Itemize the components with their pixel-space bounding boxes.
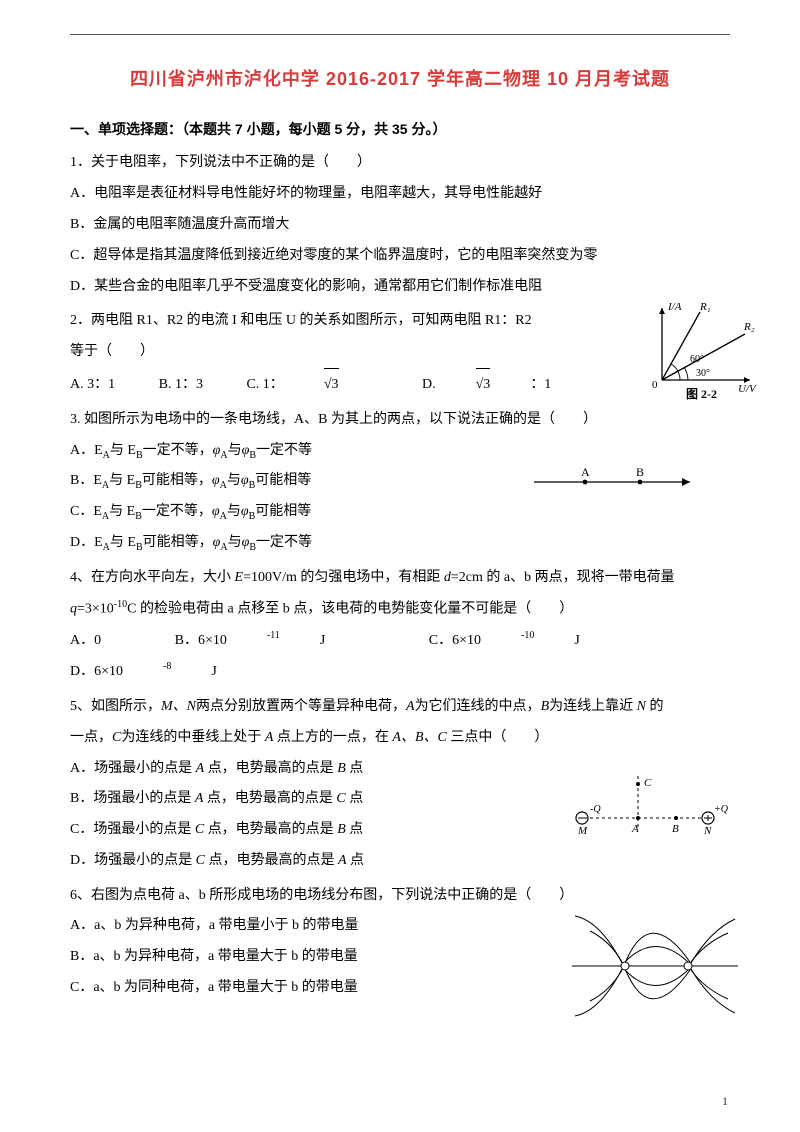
question-3: 3. 如图所示为电场中的一条电场线，A、B 为其上的两点，以下说法正确的是（ ）… [70, 405, 730, 559]
q2-options: A. 3：1 B. 1：3 C. 1：√3 D. √3：1 [70, 368, 730, 401]
svg-text:B: B [672, 823, 679, 835]
q4-opt-b: B．6×10-11J [175, 625, 366, 656]
q2-fig-axis-v: I/A [667, 301, 682, 313]
q1-opt-d: D．某些合金的电阻率几乎不受温度变化的影响，通常都用它们制作标准电阻 [70, 272, 730, 303]
q3-fig-b: B [636, 466, 644, 479]
q2-opt-d: D. √3：1 [422, 368, 591, 401]
exam-title: 四川省泸州市泸化中学 2016-2017 学年高二物理 10 月月考试题 [70, 60, 730, 100]
q3-opt-b: B．EA与 EB可能相等，φA与φB可能相等 A B [70, 466, 730, 497]
q3-figure: A B [530, 466, 700, 505]
q2-fig-angle60: 60° [690, 354, 704, 365]
svg-text:M: M [577, 825, 588, 837]
q2-stem-a: 2．两电阻 R1、R2 的电流 I 和电压 U 的关系如图所示，可知两电阻 R1… [70, 306, 730, 337]
q2-stem-b: 等于（ ） [70, 337, 730, 368]
svg-text:+Q: +Q [714, 804, 729, 815]
question-6: 6、右图为点电荷 a、b 所形成电场的电场线分布图，下列说法中正确的是（ ） A… [70, 881, 730, 1004]
q6-figure [570, 911, 740, 1021]
svg-text:C: C [644, 777, 652, 789]
q4-opt-a: A．0 [70, 626, 101, 657]
svg-text:-Q: -Q [590, 804, 601, 815]
q2-fig-origin: 0 [652, 379, 658, 391]
q1-opt-b: B．金属的电阻率随温度升高而增大 [70, 210, 730, 241]
q2-fig-r2: R₂ [743, 321, 755, 333]
q2-opt-b: B. 1：3 [159, 370, 203, 401]
question-2: 2．两电阻 R1、R2 的电流 I 和电压 U 的关系如图所示，可知两电阻 R1… [70, 306, 730, 400]
q5-stem-1: 5、如图所示，M、N两点分别放置两个等量异种电荷，A为它们连线的中点，B为连线上… [70, 692, 730, 723]
q4-stem-1: 4、在方向水平向左，大小 E=100V/m 的匀强电场中，有相距 d=2cm 的… [70, 563, 730, 594]
q1-opt-a: A．电阻率是表征材料导电性能好坏的物理量，电阻率越大，其导电性能越好 [70, 179, 730, 210]
q6-stem: 6、右图为点电荷 a、b 所形成电场的电场线分布图，下列说法中正确的是（ ） [70, 881, 730, 912]
q2-figure: R₁ R₂ 60° 30° 0 I/A U/V 图 2-2 [650, 300, 760, 400]
svg-text:A: A [631, 823, 639, 835]
q4-stem-2: q=3×10-10C 的检验电荷由 a 点移至 b 点，该电荷的电势能变化量不可… [70, 594, 730, 625]
page-number: 1 [722, 1088, 728, 1114]
svg-text:N: N [703, 825, 712, 837]
q4-options: A．0 B．6×10-11J C．6×10-10J D．6×10-8J [70, 625, 730, 688]
header-rule [70, 34, 730, 35]
section-heading: 一、单项选择题：（本题共 7 小题，每小题 5 分，共 35 分。） [70, 114, 730, 145]
q2-fig-caption: 图 2-2 [686, 387, 717, 400]
q2-fig-axis-h: U/V [738, 383, 757, 395]
q3-stem: 3. 如图所示为电场中的一条电场线，A、B 为其上的两点，以下说法正确的是（ ） [70, 405, 730, 436]
question-1: 1．关于电阻率，下列说法中不正确的是（ ） A．电阻率是表征材料导电性能好坏的物… [70, 148, 730, 302]
q1-stem: 1．关于电阻率，下列说法中不正确的是（ ） [70, 148, 730, 179]
question-4: 4、在方向水平向左，大小 E=100V/m 的匀强电场中，有相距 d=2cm 的… [70, 563, 730, 688]
q2-opt-a: A. 3：1 [70, 370, 115, 401]
q4-opt-c: C．6×10-10J [429, 625, 620, 656]
q2-fig-r1: R₁ [699, 301, 711, 313]
question-5: 5、如图所示，M、N两点分别放置两个等量异种电荷，A为它们连线的中点，B为连线上… [70, 692, 730, 877]
q5-opt-d: D．场强最小的点是 C 点，电势最高的点是 A 点 [70, 846, 730, 877]
q5-figure: M N A B C -Q +Q [560, 770, 730, 840]
q1-opt-c: C．超导体是指其温度降低到接近绝对零度的某个临界温度时，它的电阻率突然变为零 [70, 241, 730, 272]
q3-opt-a: A．EA与 EB一定不等，φA与φB一定不等 [70, 436, 730, 467]
q3-fig-a: A [581, 466, 590, 479]
q5-stem-2: 一点，C为连线的中垂线上处于 A 点上方的一点，在 A、B、C 三点中（ ） [70, 723, 730, 754]
q2-fig-angle30: 30° [696, 368, 710, 379]
q2-opt-c: C. 1：√3 [246, 368, 378, 401]
q3-opt-d: D．EA与 EB可能相等，φA与φB一定不等 [70, 528, 730, 559]
q4-opt-d: D．6×10-8J [70, 656, 257, 687]
